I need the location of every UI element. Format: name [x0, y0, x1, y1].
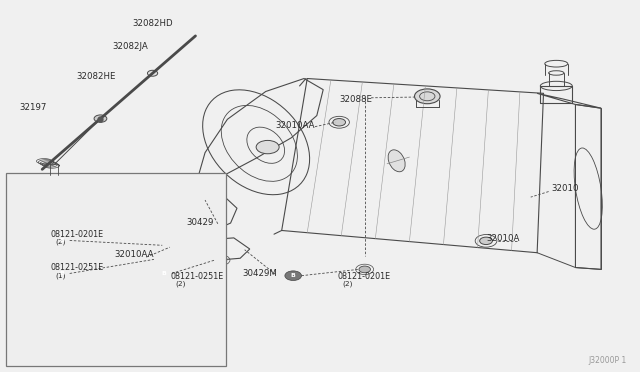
Text: (2): (2) — [175, 280, 186, 287]
Text: 32088E: 32088E — [339, 96, 372, 105]
Circle shape — [147, 70, 157, 76]
Text: (2): (2) — [342, 280, 353, 287]
Text: 08121-0201E: 08121-0201E — [338, 272, 391, 280]
Circle shape — [94, 115, 107, 122]
Ellipse shape — [388, 150, 405, 172]
Text: 32010: 32010 — [551, 185, 579, 193]
Text: B: B — [291, 273, 296, 278]
Circle shape — [156, 269, 172, 278]
Text: 08121-0251E: 08121-0251E — [171, 272, 224, 280]
Text: (1): (1) — [55, 272, 65, 279]
Text: 32082JA: 32082JA — [113, 42, 148, 51]
Text: J32000P 1: J32000P 1 — [588, 356, 627, 365]
Text: (2): (2) — [55, 239, 65, 245]
Circle shape — [256, 140, 279, 154]
Text: 30429M: 30429M — [242, 269, 277, 278]
Text: 32010AA: 32010AA — [115, 250, 154, 259]
Text: 08121-0201E: 08121-0201E — [51, 230, 104, 239]
Text: 32082HD: 32082HD — [133, 19, 173, 29]
Circle shape — [53, 269, 70, 278]
Circle shape — [333, 119, 346, 126]
Circle shape — [166, 242, 177, 248]
Circle shape — [285, 271, 301, 280]
Text: B: B — [59, 238, 64, 243]
Text: 08121-0251E: 08121-0251E — [51, 263, 104, 272]
Circle shape — [215, 257, 227, 263]
Text: 30429: 30429 — [186, 218, 213, 227]
Circle shape — [158, 256, 170, 263]
Circle shape — [359, 266, 371, 273]
Text: 32197: 32197 — [20, 103, 47, 112]
Text: 32082HE: 32082HE — [76, 73, 116, 81]
Circle shape — [53, 235, 70, 245]
Text: B: B — [161, 271, 166, 276]
Circle shape — [415, 89, 440, 104]
Text: B: B — [59, 271, 64, 276]
Bar — [6, 173, 226, 366]
Text: 32010A: 32010A — [486, 234, 520, 243]
Circle shape — [479, 237, 492, 244]
Text: 32010AA: 32010AA — [275, 121, 315, 131]
